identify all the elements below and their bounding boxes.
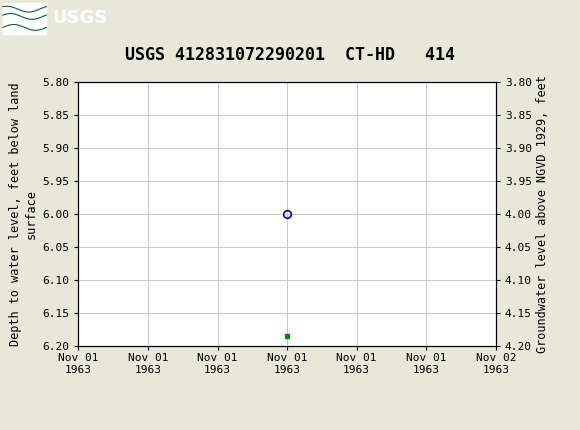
Text: USGS: USGS	[52, 9, 107, 27]
Bar	[3, 3, 46, 34]
Y-axis label: Groundwater level above NGVD 1929, feet: Groundwater level above NGVD 1929, feet	[536, 75, 549, 353]
Text: USGS 412831072290201  CT-HD   414: USGS 412831072290201 CT-HD 414	[125, 46, 455, 64]
Legend: Period of approved data: Period of approved data	[175, 428, 399, 430]
Y-axis label: Depth to water level, feet below land
surface: Depth to water level, feet below land su…	[9, 82, 38, 346]
